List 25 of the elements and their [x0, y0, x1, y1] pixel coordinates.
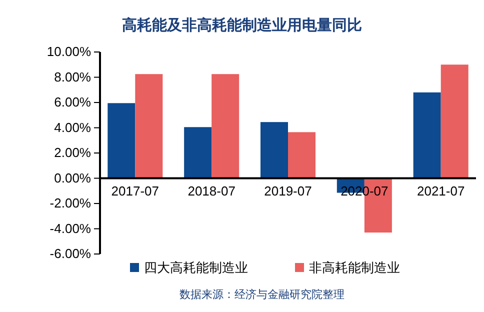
x-tick-label: 2019-07 [264, 184, 312, 199]
y-tick-label: -4.00% [50, 220, 92, 236]
y-tick-label: -2.00% [50, 196, 92, 211]
bar [260, 122, 288, 178]
bar [212, 74, 240, 178]
y-tick-label: 4.00% [54, 120, 92, 135]
bar [135, 74, 163, 178]
bar [108, 103, 136, 178]
bar [413, 92, 441, 178]
legend-label: 四大高耗能制造业 [144, 260, 248, 276]
y-tick-label: -6.00% [50, 246, 92, 262]
y-tick-label: 10.00% [46, 44, 92, 60]
x-tick-label: 2018-07 [188, 184, 236, 199]
legend-label: 非高耗能制造业 [309, 260, 400, 276]
source-note: 数据来源：经济与金融研究院整理 [180, 288, 344, 301]
x-tick-label: 2017-07 [111, 184, 160, 199]
y-tick-label: 8.00% [54, 69, 92, 84]
y-tick-label: 0.00% [54, 170, 92, 186]
bar [288, 132, 316, 178]
bar [440, 64, 468, 178]
x-tick-label: 2021-07 [416, 184, 465, 199]
y-tick-label: 6.00% [54, 94, 92, 110]
chart-title: 高耗能及非高耗能制造业用电量同比 [122, 16, 362, 34]
y-tick-label: 2.00% [54, 145, 92, 160]
bar [184, 127, 212, 178]
